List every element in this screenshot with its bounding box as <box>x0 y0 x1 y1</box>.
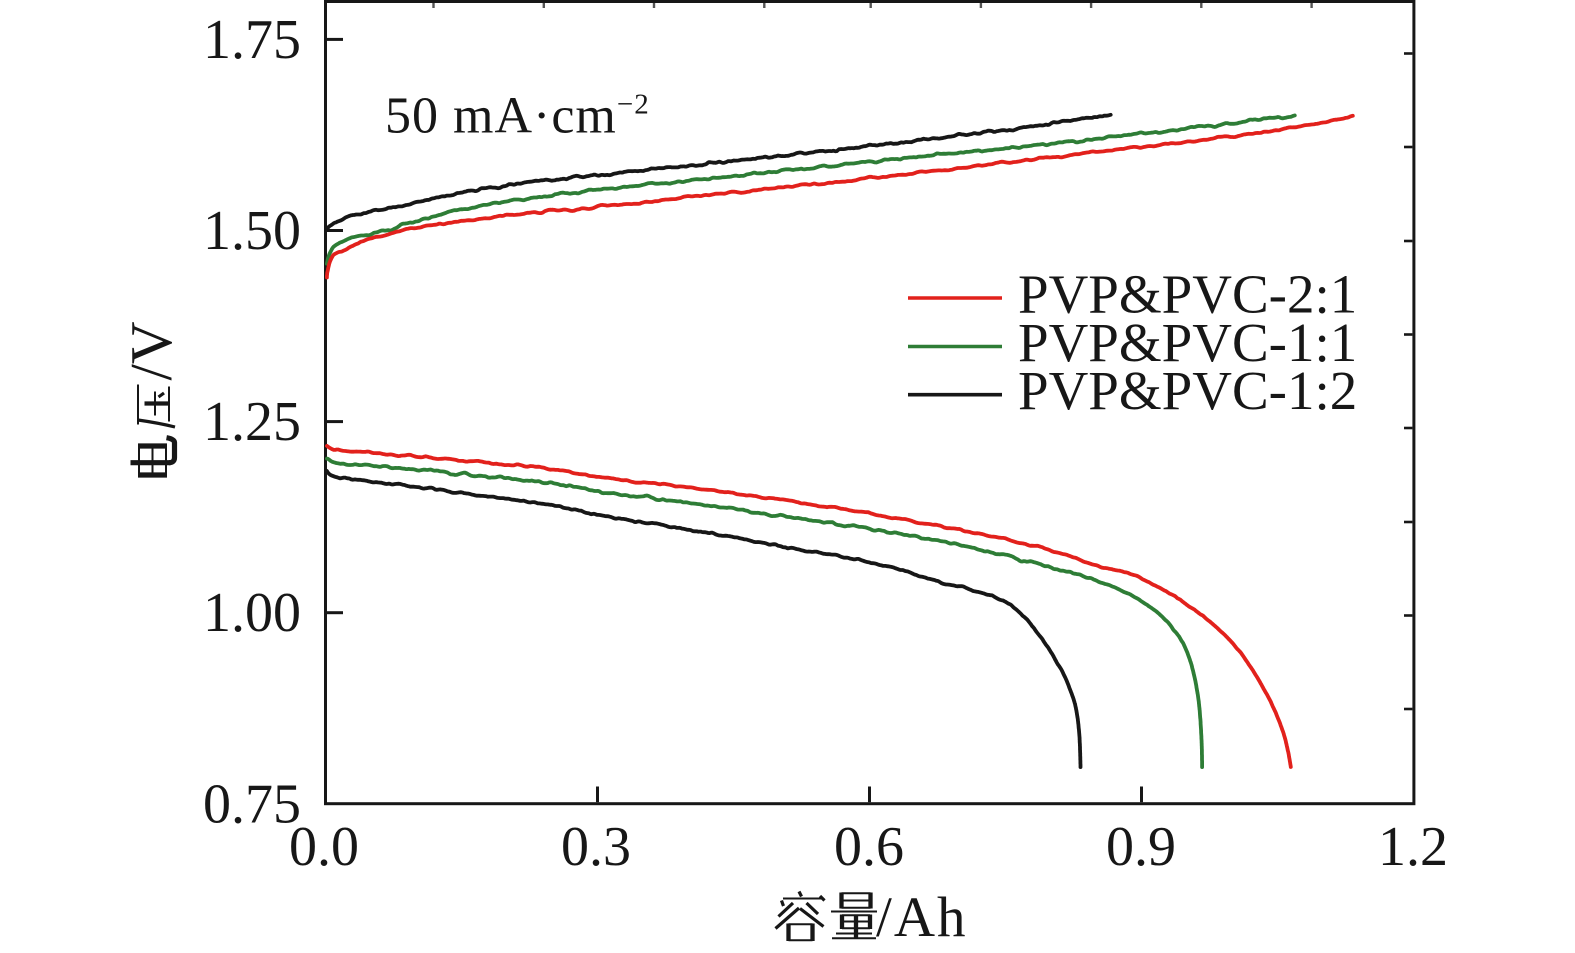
svg-text:1.25: 1.25 <box>203 391 301 453</box>
svg-text:0.3: 0.3 <box>561 816 631 878</box>
svg-text:0.9: 0.9 <box>1106 816 1176 878</box>
svg-text:1.50: 1.50 <box>203 200 301 262</box>
svg-text:PVP&PVC-2:1: PVP&PVC-2:1 <box>1018 264 1357 325</box>
svg-text:0.75: 0.75 <box>203 773 301 835</box>
svg-text:PVP&PVC-1:1: PVP&PVC-1:1 <box>1018 312 1357 373</box>
svg-text:1.00: 1.00 <box>203 582 301 644</box>
svg-text:PVP&PVC-1:2: PVP&PVC-1:2 <box>1018 360 1357 421</box>
svg-text:50 mA·cm−2: 50 mA·cm−2 <box>385 87 650 144</box>
svg-text:0.6: 0.6 <box>834 816 904 878</box>
svg-text:1.2: 1.2 <box>1378 816 1448 878</box>
svg-text:/V: /V <box>118 322 184 381</box>
svg-text:/Ah: /Ah <box>876 886 968 949</box>
svg-text:1.75: 1.75 <box>203 9 301 71</box>
svg-text:0.0: 0.0 <box>289 816 359 878</box>
